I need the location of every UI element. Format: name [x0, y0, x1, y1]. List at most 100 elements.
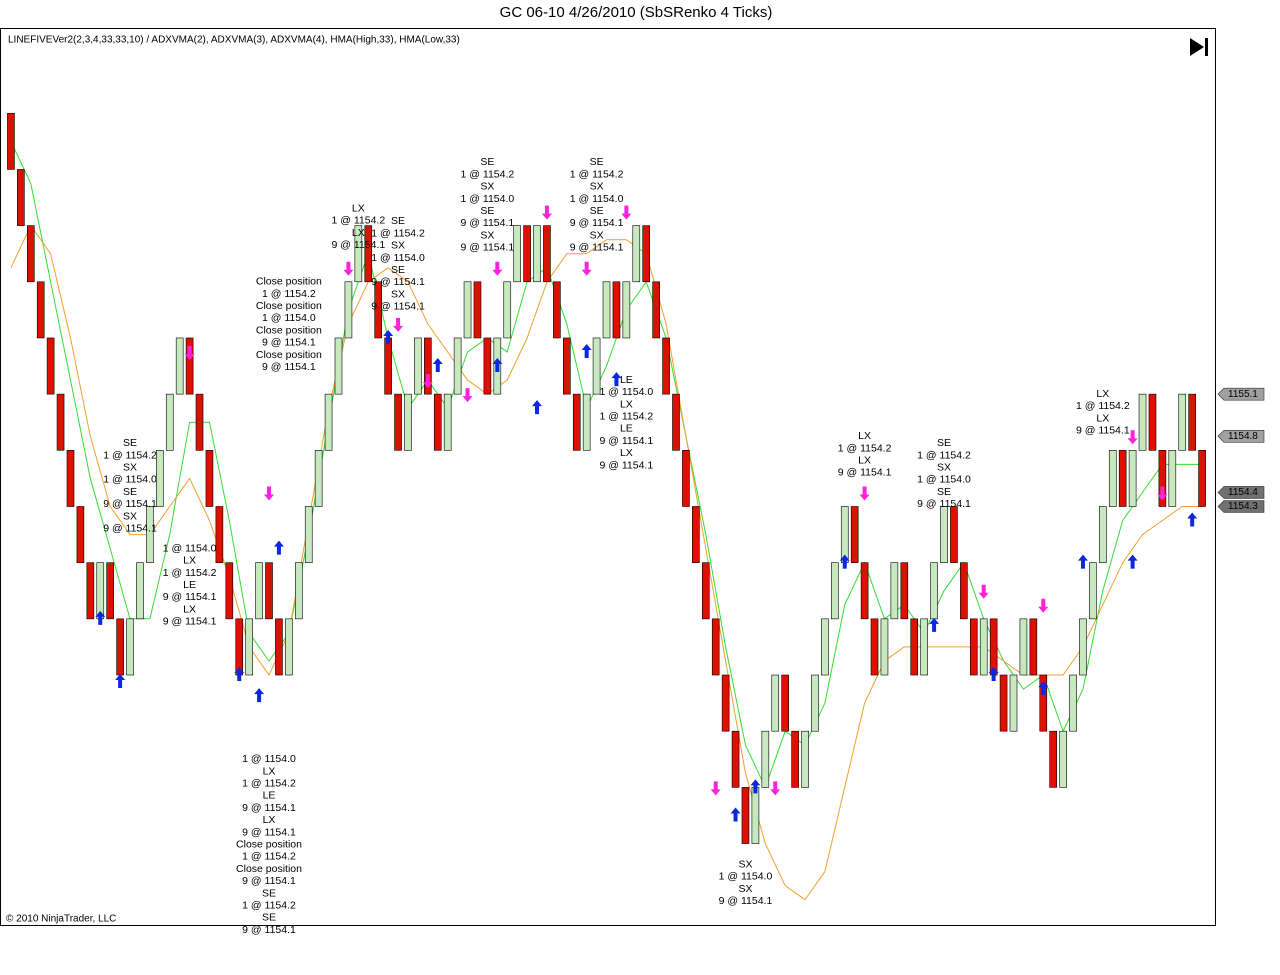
trade-annotation: 9 @ 1154.1	[242, 826, 296, 838]
trade-annotation: 1 @ 1154.0	[262, 312, 316, 324]
trade-annotation: 1 @ 1154.2	[461, 168, 515, 180]
down-arrow	[343, 261, 354, 276]
signals-layer	[95, 205, 1198, 822]
trade-annotation: 9 @ 1154.1	[163, 591, 217, 603]
trade-annotation: LX	[1096, 412, 1109, 424]
renko-brick	[662, 337, 670, 395]
trade-annotation: 9 @ 1154.1	[719, 895, 773, 907]
trade-annotation: 1 @ 1154.2	[332, 215, 386, 227]
trade-annotation: 1 @ 1154.2	[570, 168, 624, 180]
trade-annotation: SX	[937, 461, 951, 473]
trade-annotation: 1 @ 1154.0	[570, 193, 624, 205]
renko-brick	[523, 225, 531, 283]
trade-annotation: 1 @ 1154.0	[917, 474, 971, 486]
trade-annotation: LX	[620, 447, 633, 459]
play-end-icon[interactable]	[1190, 38, 1208, 56]
renko-brick	[26, 225, 35, 283]
renko-brick	[692, 506, 700, 563]
renko-brick	[642, 225, 651, 283]
lines-layer	[10, 141, 1203, 901]
renko-brick	[582, 393, 591, 451]
renko-brick	[592, 337, 601, 395]
renko-brick	[56, 393, 65, 451]
renko-brick	[960, 562, 968, 620]
renko-brick	[1089, 562, 1097, 620]
renko-brick	[156, 450, 164, 507]
renko-brick	[761, 730, 770, 788]
renko-brick	[374, 281, 383, 339]
renko-brick	[1039, 674, 1048, 732]
renko-brick	[285, 618, 293, 676]
trade-annotation: 1 @ 1154.2	[242, 851, 296, 863]
trade-annotation: SE	[937, 437, 951, 449]
renko-brick	[245, 618, 253, 676]
renko-brick	[731, 730, 740, 788]
down-arrow	[184, 346, 195, 361]
trade-annotation: SE	[262, 887, 276, 899]
renko-brick	[463, 281, 472, 339]
plot-frame	[0, 28, 1216, 926]
renko-brick	[1148, 393, 1157, 451]
trade-annotation: LX	[183, 603, 196, 615]
trade-annotation: SX	[123, 461, 137, 473]
renko-brick	[146, 506, 154, 563]
down-arrow	[710, 781, 721, 796]
trade-annotation: LX	[352, 227, 365, 239]
up-arrow	[234, 667, 245, 682]
renko-brick	[46, 337, 55, 395]
down-arrow	[264, 486, 275, 501]
renko-brick	[811, 674, 819, 732]
trade-annotation: 9 @ 1154.1	[242, 802, 296, 814]
up-arrow	[730, 807, 741, 822]
trade-annotation: 9 @ 1154.1	[917, 498, 971, 510]
renko-brick	[443, 393, 452, 451]
renko-brick	[503, 281, 512, 339]
renko-brick	[185, 337, 194, 395]
trade-annotation: 1 @ 1154.2	[262, 288, 316, 300]
down-arrow	[581, 261, 592, 276]
renko-brick	[940, 506, 948, 563]
trade-annotation: SX	[590, 181, 604, 193]
renko-brick	[632, 225, 641, 283]
up-arrow	[988, 667, 999, 682]
trade-annotation: 1 @ 1154.2	[103, 449, 157, 461]
trade-annotation: 9 @ 1154.1	[103, 522, 157, 534]
renko-brick	[384, 337, 392, 395]
up-arrow	[273, 540, 284, 555]
trade-annotation: Close position	[256, 349, 322, 361]
renko-brick	[76, 506, 85, 563]
down-arrow	[859, 486, 870, 501]
trade-annotation: 9 @ 1154.1	[262, 361, 316, 373]
renko-brick	[563, 337, 571, 395]
renko-brick	[950, 506, 958, 563]
up-arrow	[750, 779, 761, 794]
trade-annotation: 9 @ 1154.1	[242, 875, 296, 887]
trade-annotation: 1 @ 1154.2	[371, 227, 425, 239]
trade-annotation: 9 @ 1154.1	[371, 301, 425, 313]
renko-brick	[17, 169, 25, 226]
renko-brick	[930, 562, 938, 620]
trade-annotation: SX	[738, 883, 752, 895]
copyright: © 2010 NinjaTrader, LLC	[6, 914, 116, 925]
renko-brick	[116, 618, 124, 676]
renko-brick	[741, 787, 750, 844]
trade-annotation: 1 @ 1154.0	[103, 474, 157, 486]
renko-brick	[225, 562, 234, 620]
up-arrow	[383, 329, 394, 344]
trade-annotation: LE	[183, 579, 196, 591]
renko-brick	[96, 562, 105, 620]
trade-annotation: LE	[620, 374, 633, 386]
trade-annotation: 1 @ 1154.2	[838, 442, 892, 454]
renko-brick	[1178, 393, 1187, 451]
renko-brick	[414, 337, 422, 395]
axis-layer: 1155.1 1154.8 1154.4 1154.3	[1217, 387, 1265, 513]
renko-brick	[711, 618, 720, 676]
price-marker-label: 1154.3	[1228, 501, 1258, 512]
trade-annotation: 9 @ 1154.1	[242, 924, 296, 936]
renko-brick	[831, 562, 839, 620]
trade-annotation: 1 @ 1154.0	[600, 386, 654, 398]
indicator-label: LINEFIVEVer2(2,3,4,33,33,10) / ADXVMA(2)…	[8, 35, 460, 46]
up-arrow	[929, 617, 940, 632]
